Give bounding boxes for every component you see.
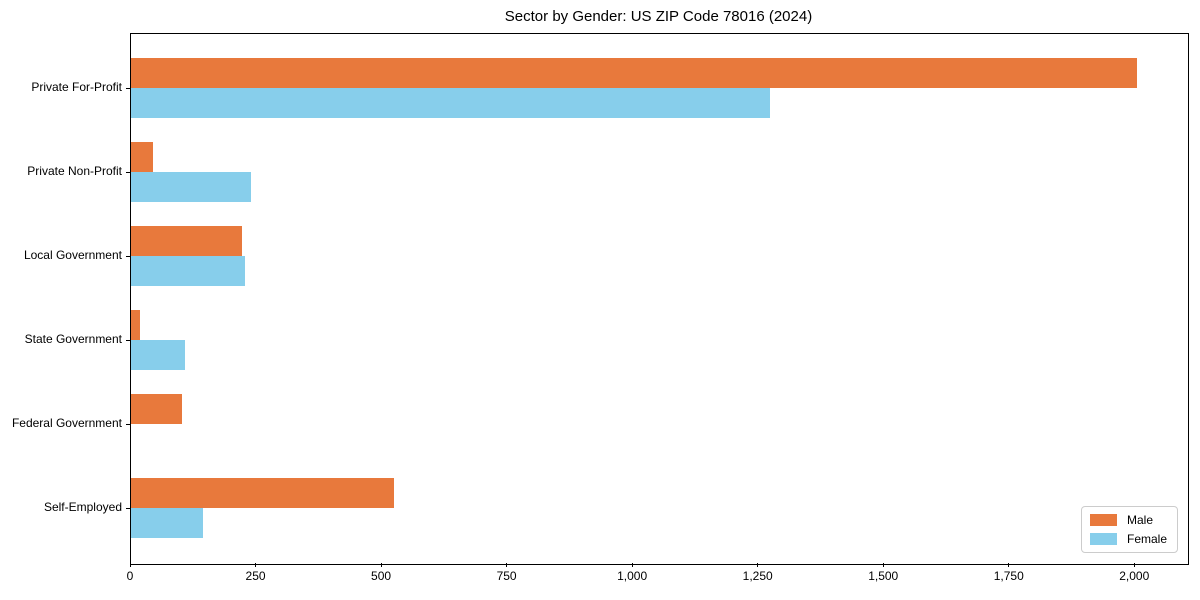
legend-label-male: Male [1126, 513, 1153, 527]
chart-title: Sector by Gender: US ZIP Code 78016 (202… [504, 8, 813, 25]
bar-female-local-government [131, 255, 245, 286]
bar-male-private-non-profit [131, 141, 153, 172]
legend-swatch-male [1089, 514, 1117, 526]
y-tick-label-federal-government: Federal Government [11, 416, 122, 431]
y-tick-label-state-government: State Government [24, 332, 122, 347]
x-tick-label-1-500: 1,500 [868, 569, 899, 583]
bar-female-private-for-profit [131, 87, 771, 118]
x-tick-mark [882, 563, 884, 567]
legend: Male Female [1080, 506, 1178, 553]
x-tick-label-250: 250 [245, 569, 266, 583]
bar-male-federal-government [131, 394, 182, 425]
x-tick-label-0: 0 [126, 569, 134, 583]
y-tick-mark [126, 87, 130, 89]
x-tick-mark [757, 563, 759, 567]
y-tick-label-local-government: Local Government [23, 247, 122, 262]
x-tick-label-2-000: 2,000 [1119, 569, 1150, 583]
x-tick-mark [129, 563, 131, 567]
x-tick-label-1-750: 1,750 [993, 569, 1024, 583]
bar-female-state-government [131, 340, 186, 371]
y-tick-label-self-employed: Self-Employed [43, 500, 122, 515]
legend-item-female: Female [1089, 532, 1167, 546]
x-tick-mark [631, 563, 633, 567]
x-tick-mark [1133, 563, 1135, 567]
y-tick-mark [126, 424, 130, 426]
bar-male-private-for-profit [131, 57, 1138, 88]
x-tick-label-1-000: 1,000 [617, 569, 648, 583]
bar-male-state-government [131, 310, 140, 341]
x-tick-label-1-250: 1,250 [742, 569, 773, 583]
x-tick-mark [255, 563, 257, 567]
x-tick-mark [380, 563, 382, 567]
y-tick-mark [126, 171, 130, 173]
y-tick-mark [126, 340, 130, 342]
x-tick-mark [1008, 563, 1010, 567]
x-tick-label-500: 500 [371, 569, 392, 583]
x-tick-label-750: 750 [496, 569, 517, 583]
y-tick-mark [126, 255, 130, 257]
y-tick-label-private-for-profit: Private For-Profit [31, 79, 122, 94]
y-tick-mark [126, 508, 130, 510]
bar-male-self-employed [131, 478, 394, 509]
bar-female-self-employed [131, 508, 203, 539]
x-tick-mark [506, 563, 508, 567]
bar-male-local-government [131, 225, 243, 256]
legend-item-male: Male [1089, 513, 1167, 527]
legend-label-female: Female [1126, 532, 1167, 546]
y-tick-label-private-non-profit: Private Non-Profit [27, 163, 122, 178]
bar-female-private-non-profit [131, 171, 251, 202]
legend-swatch-female [1089, 533, 1117, 545]
